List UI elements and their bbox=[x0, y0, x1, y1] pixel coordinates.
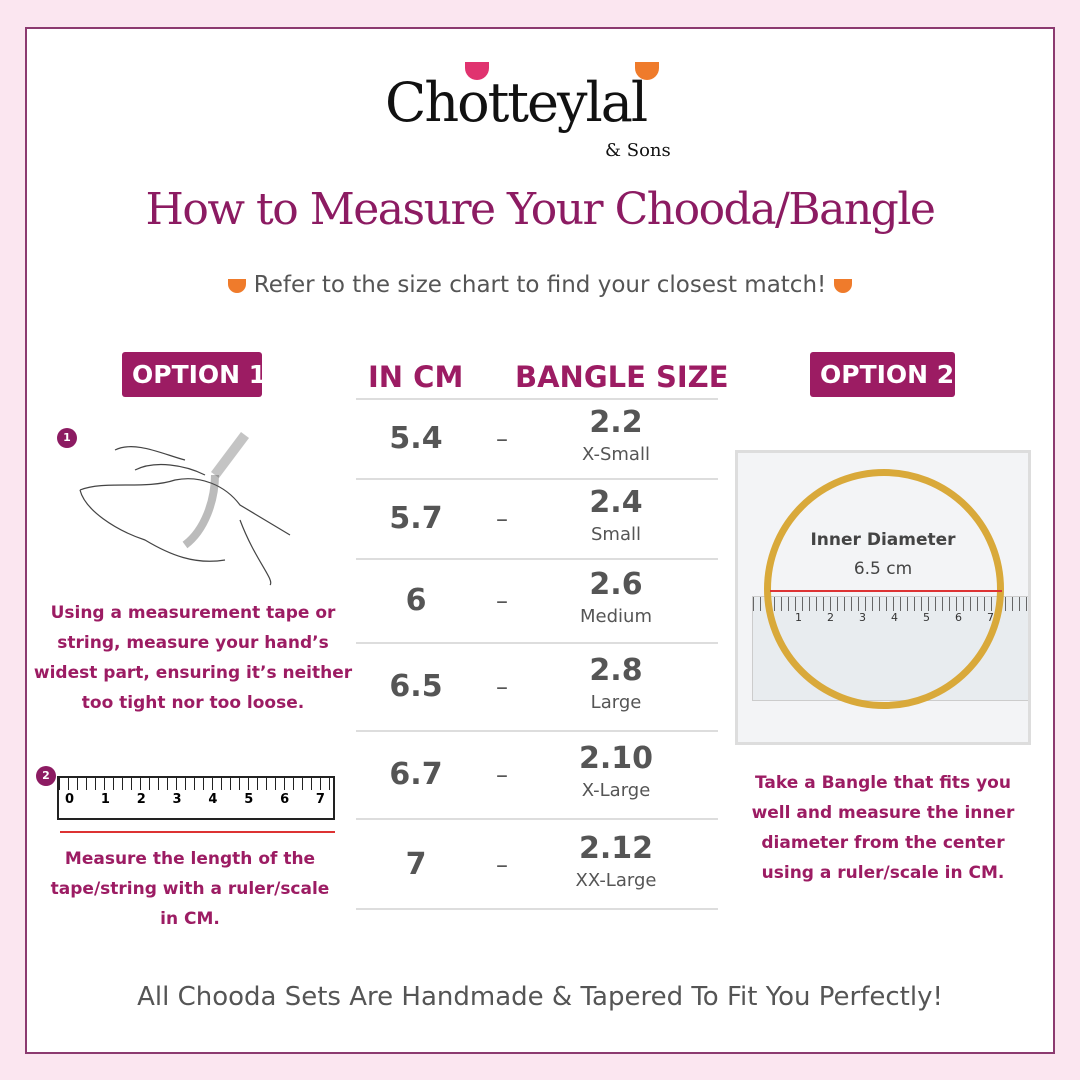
photo-value: 6.5 cm bbox=[853, 559, 913, 579]
option-1-badge: OPTION 1 bbox=[122, 352, 266, 397]
ruler-number: 6 bbox=[280, 792, 290, 807]
table-row: 6 – 2.6 Medium bbox=[356, 558, 718, 642]
subtitle: Refer to the size chart to find your clo… bbox=[0, 270, 1080, 300]
cm-value: 6.5 bbox=[389, 669, 443, 704]
dash: – bbox=[496, 851, 508, 879]
bangle-size: 2.10 bbox=[578, 741, 654, 776]
cm-value: 5.7 bbox=[389, 501, 443, 536]
step-1-text: Using a measurement tape or string, meas… bbox=[33, 603, 353, 713]
dash: – bbox=[496, 673, 508, 701]
bangle-ring bbox=[764, 469, 1004, 709]
size-name: XX-Large bbox=[575, 870, 657, 891]
dash: – bbox=[496, 587, 508, 615]
cm-value: 6 bbox=[405, 583, 427, 618]
ruler-number: 4 bbox=[208, 792, 218, 807]
ruler-number: 3 bbox=[172, 792, 182, 807]
dash: – bbox=[496, 425, 508, 453]
ruler-number: 0 bbox=[65, 792, 75, 807]
page-title: How to Measure Your Chooda/Bangle bbox=[145, 184, 936, 235]
table-row: 6.5 – 2.8 Large bbox=[356, 642, 718, 730]
step-2-text: Measure the length of the tape/string wi… bbox=[50, 849, 330, 929]
lotus-orange-icon bbox=[635, 62, 659, 80]
table-row: 7 – 2.12 XX-Large bbox=[356, 818, 718, 910]
ruler: 0 1 2 3 4 5 6 7 bbox=[57, 776, 335, 820]
step-1-number: 1 bbox=[57, 428, 77, 448]
dash: – bbox=[496, 505, 508, 533]
table-row: 6.7 – 2.10 X-Large bbox=[356, 730, 718, 818]
lotus-icon bbox=[227, 278, 246, 293]
bangle-size: 2.8 bbox=[589, 653, 643, 688]
bangle-size: 2.12 bbox=[578, 831, 654, 866]
diameter-arrow bbox=[770, 590, 1002, 592]
measure-arrow bbox=[60, 831, 335, 833]
hand-measure-illustration bbox=[79, 432, 291, 586]
photo-label: Inner Diameter bbox=[810, 530, 956, 550]
option-2-badge: OPTION 2 bbox=[810, 352, 955, 397]
size-name: Large bbox=[590, 692, 642, 713]
size-name: Small bbox=[591, 524, 641, 545]
column-header-cm: IN CM bbox=[368, 360, 464, 394]
size-name: Medium bbox=[580, 606, 652, 627]
cm-value: 7 bbox=[405, 847, 427, 882]
column-header-size: BANGLE SIZE bbox=[515, 360, 729, 394]
brand-logo: Chotteylal & Sons bbox=[385, 62, 705, 172]
ruler-number: 1 bbox=[100, 792, 110, 807]
size-name: X-Small bbox=[582, 444, 650, 465]
size-table: 5.4 – 2.2 X-Small 5.7 – 2.4 Small 6 – 2.6 … bbox=[356, 398, 718, 910]
cm-value: 5.4 bbox=[389, 421, 443, 456]
footer-text: All Chooda Sets Are Handmade & Tapered T… bbox=[137, 982, 943, 1012]
table-row: 5.7 – 2.4 Small bbox=[356, 478, 718, 558]
cm-value: 6.7 bbox=[389, 757, 443, 792]
table-row: 5.4 – 2.2 X-Small bbox=[356, 398, 718, 478]
brand-name: Chotteylal bbox=[385, 71, 648, 134]
option-2-text: Take a Bangle that fits you well and mea… bbox=[751, 773, 1015, 883]
lotus-pink-icon bbox=[465, 62, 489, 80]
bangle-size: 2.2 bbox=[589, 405, 643, 440]
brand-suffix: & Sons bbox=[605, 140, 671, 161]
subtitle-text: Refer to the size chart to find your clo… bbox=[253, 272, 827, 298]
size-name: X-Large bbox=[581, 780, 651, 801]
ruler-number: 2 bbox=[136, 792, 146, 807]
dash: – bbox=[496, 761, 508, 789]
bangle-size: 2.4 bbox=[589, 485, 643, 520]
ruler-number: 5 bbox=[244, 792, 254, 807]
bangle-size: 2.6 bbox=[589, 567, 643, 602]
step-2-number: 2 bbox=[36, 766, 56, 786]
lotus-icon bbox=[834, 278, 853, 293]
ruler-number: 7 bbox=[315, 792, 325, 807]
